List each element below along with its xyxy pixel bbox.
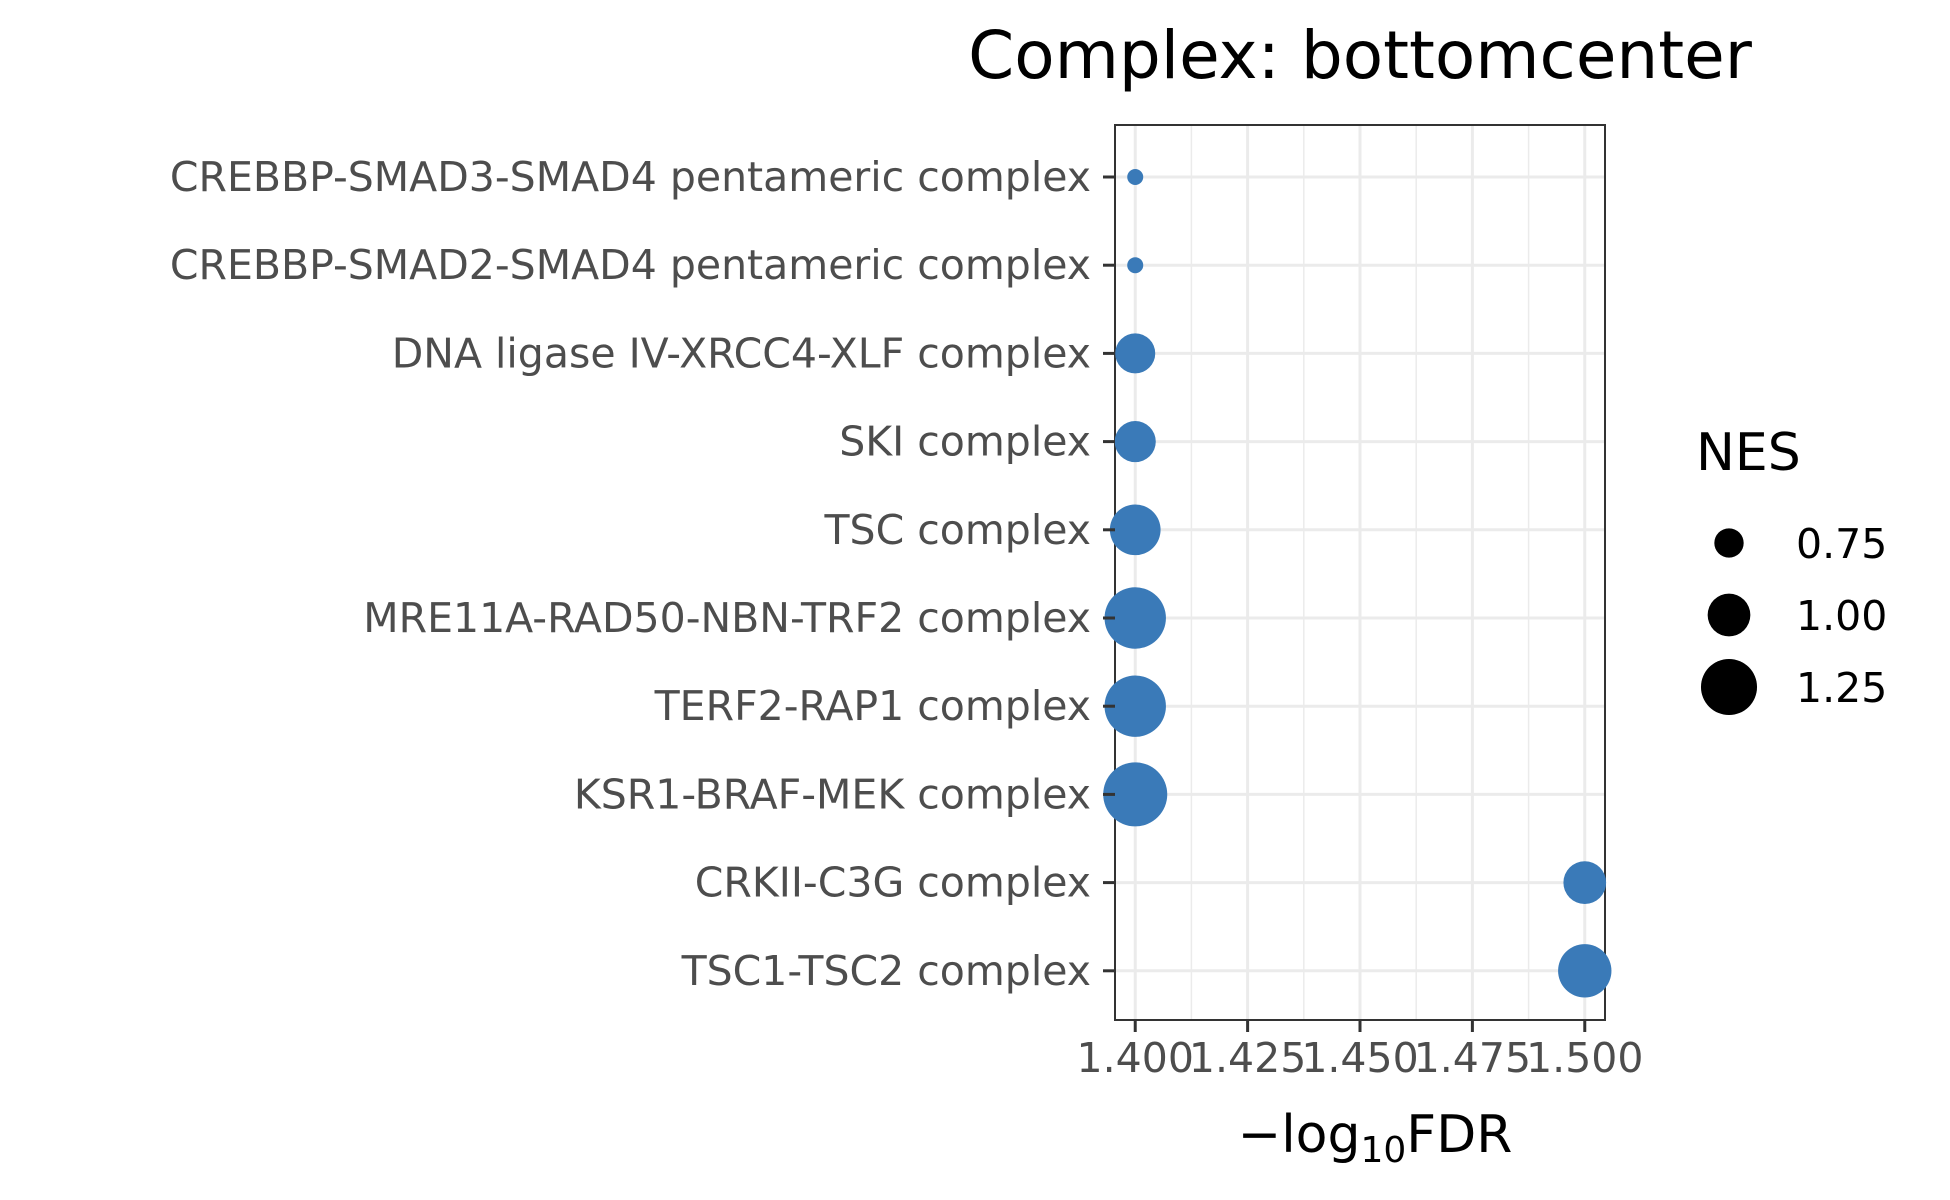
y-tick-label: KSR1-BRAF-MEK complex: [574, 770, 1091, 818]
x-tick-label: 1.450: [1301, 1034, 1418, 1082]
y-tick-label: SKI complex: [839, 418, 1091, 466]
x-tick-label: 1.425: [1189, 1034, 1306, 1082]
x-tick-label: 1.475: [1414, 1034, 1531, 1082]
y-tick-label: TSC1-TSC2 complex: [681, 947, 1091, 995]
data-point: [1109, 504, 1161, 556]
data-point: [1114, 421, 1156, 463]
chart-title: Complex: bottomcenter: [968, 17, 1753, 94]
data-point: [1104, 675, 1166, 737]
y-tick-label: TERF2-RAP1 complex: [654, 682, 1091, 730]
y-tick-label: CRKII-C3G complex: [695, 859, 1091, 907]
x-tick-label: 1.400: [1077, 1034, 1194, 1082]
y-tick-label: MRE11A-RAD50-NBN-TRF2 complex: [363, 594, 1091, 642]
data-point: [1104, 587, 1166, 649]
data-point: [1127, 169, 1144, 185]
y-tick-label: DNA ligase IV-XRCC4-XLF complex: [392, 329, 1091, 377]
y-tick-label: TSC complex: [824, 506, 1091, 554]
data-point: [1115, 333, 1156, 374]
data-point: [1563, 861, 1607, 904]
y-tick-label: CREBBP-SMAD3-SMAD4 pentameric complex: [170, 153, 1091, 201]
legend-key: [1707, 593, 1751, 637]
legend-key: [1714, 528, 1744, 558]
legend-label: 1.25: [1796, 664, 1887, 712]
x-tick-label: 1.500: [1526, 1034, 1643, 1082]
legend-key: [1700, 658, 1758, 716]
legend: NES 0.75 1.00 1.25: [1696, 423, 1887, 716]
data-points: [1103, 169, 1612, 998]
y-axis: CREBBP-SMAD3-SMAD4 pentameric complex CRE…: [170, 153, 1115, 995]
y-tick-label: CREBBP-SMAD2-SMAD4 pentameric complex: [170, 241, 1091, 289]
x-axis-title: −log10FDR: [1238, 1105, 1513, 1171]
legend-label: 0.75: [1796, 520, 1887, 568]
legend-label: 1.00: [1796, 592, 1887, 640]
data-point: [1127, 257, 1144, 274]
grid-lines: [1115, 125, 1605, 1020]
legend-title: NES: [1696, 423, 1801, 483]
data-point: [1103, 762, 1168, 827]
legend-keys: 0.75 1.00 1.25: [1700, 520, 1887, 716]
data-point: [1558, 944, 1612, 998]
